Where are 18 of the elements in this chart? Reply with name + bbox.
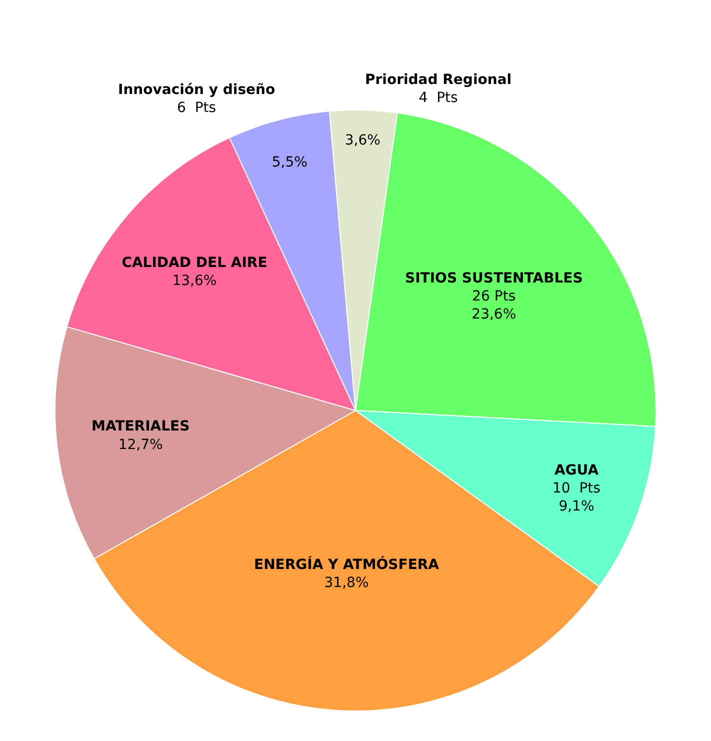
text: 4 Pts — [418, 90, 458, 106]
slice-label: Prioridad Regional — [365, 72, 512, 88]
slice-label: ENERGÍA Y ATMÓSFERA — [254, 556, 440, 573]
data-label: 12,7% — [118, 436, 163, 453]
slice-label: CALIDAD DEL AIRE — [122, 254, 268, 271]
slice-label: AGUA — [554, 462, 599, 478]
text: 6 Pts — [177, 100, 216, 116]
data-label: 13,6% — [172, 273, 217, 290]
slice-label: Innovación y diseño — [118, 82, 276, 98]
text: 26 Pts — [472, 288, 516, 304]
data-label: 23,6% — [472, 306, 516, 323]
data-label: 31,8% — [324, 575, 369, 592]
slice-label: MATERIALES — [92, 418, 190, 435]
data-label: 5,5% — [272, 154, 308, 171]
data-label: 9,1% — [558, 498, 594, 515]
text: 10 Pts — [552, 480, 600, 496]
data-label: 3,6% — [344, 132, 380, 149]
slice-label: SITIOS SUSTENTABLES — [405, 270, 583, 286]
